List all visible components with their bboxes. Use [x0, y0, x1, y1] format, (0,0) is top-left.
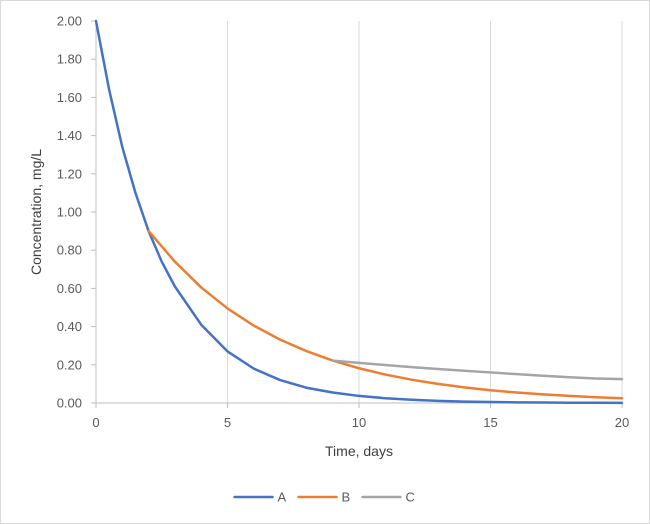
- x-tick-label-10: 10: [352, 415, 366, 430]
- y-tick-label-5: 1.00: [57, 205, 82, 220]
- x-tick-label-0: 0: [92, 415, 99, 430]
- series-line-b: [147, 229, 624, 400]
- tick-labels: 0 5 10 15 20 0.00 0.20 0.40 0.60 0.80 1.00 1.20 1.40…: [57, 14, 630, 431]
- y-tick-label-4: 0.80: [57, 243, 82, 258]
- legend-label-a: A: [278, 490, 287, 505]
- series-line-a: [94, 19, 624, 405]
- y-tick-label-1: 0.20: [57, 357, 82, 372]
- y-tick-label-6: 1.20: [57, 166, 82, 181]
- y-tick-label-10: 2.00: [57, 14, 82, 29]
- x-tick-label-5: 5: [224, 415, 231, 430]
- y-tick-label-0: 0.00: [57, 396, 82, 411]
- series-line-c: [331, 359, 624, 381]
- axes: [91, 20, 623, 408]
- grid-lines: [227, 21, 623, 403]
- legend-label-c: C: [406, 490, 415, 505]
- y-axis-title: Concentration, mg/L: [28, 149, 44, 275]
- legend: A B C: [233, 490, 415, 505]
- x-tick-label-20: 20: [615, 415, 629, 430]
- y-tick-label-8: 1.60: [57, 90, 82, 105]
- legend-label-b: B: [342, 490, 351, 505]
- x-axis-title: Time, days: [325, 443, 393, 459]
- series-lines: [94, 19, 624, 405]
- y-tick-label-2: 0.40: [57, 319, 82, 334]
- x-tick-label-15: 15: [483, 415, 497, 430]
- y-tick-label-7: 1.40: [57, 128, 82, 143]
- y-tick-label-9: 1.80: [57, 52, 82, 67]
- y-tick-label-3: 0.60: [57, 281, 82, 296]
